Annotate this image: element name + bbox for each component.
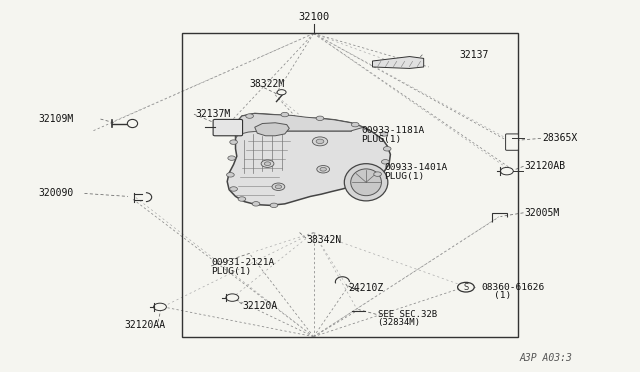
Circle shape <box>312 137 328 146</box>
Circle shape <box>154 303 166 311</box>
Text: 32120A: 32120A <box>242 301 277 311</box>
Circle shape <box>320 167 326 171</box>
Ellipse shape <box>127 119 138 128</box>
Circle shape <box>275 185 282 189</box>
Circle shape <box>270 203 278 208</box>
Text: SEE SEC.32B: SEE SEC.32B <box>378 310 436 319</box>
Circle shape <box>272 183 285 190</box>
Circle shape <box>264 162 271 166</box>
Text: 00931-2121A: 00931-2121A <box>211 258 275 267</box>
Circle shape <box>281 112 289 117</box>
Text: 32137: 32137 <box>460 50 489 60</box>
Circle shape <box>226 294 239 301</box>
Circle shape <box>238 197 246 201</box>
Circle shape <box>316 116 324 121</box>
Polygon shape <box>255 123 289 136</box>
Circle shape <box>351 122 359 127</box>
Text: 00933-1181A: 00933-1181A <box>362 126 425 135</box>
Circle shape <box>228 156 236 160</box>
Bar <box>182 33 518 337</box>
Circle shape <box>380 132 388 136</box>
Circle shape <box>316 139 324 144</box>
Text: 28365X: 28365X <box>543 134 578 143</box>
Text: 32109M: 32109M <box>38 114 74 124</box>
Text: (1): (1) <box>494 291 511 300</box>
Ellipse shape <box>344 164 388 201</box>
Circle shape <box>233 124 241 129</box>
Text: S: S <box>463 283 468 292</box>
Text: (32834M): (32834M) <box>378 318 420 327</box>
Text: 32137M: 32137M <box>195 109 230 119</box>
Text: A3P A03:3: A3P A03:3 <box>520 353 573 363</box>
Circle shape <box>230 140 237 144</box>
Text: 08360-61626: 08360-61626 <box>481 283 545 292</box>
FancyBboxPatch shape <box>506 134 518 150</box>
Text: PLUG(1): PLUG(1) <box>211 267 252 276</box>
Circle shape <box>500 167 513 175</box>
Circle shape <box>252 202 260 206</box>
Text: 320090: 320090 <box>38 189 74 198</box>
Text: 32005M: 32005M <box>525 208 560 218</box>
Circle shape <box>246 114 253 118</box>
Circle shape <box>381 160 389 164</box>
Circle shape <box>374 172 381 176</box>
Circle shape <box>317 166 330 173</box>
Text: 38322M: 38322M <box>250 80 285 89</box>
Text: 38342N: 38342N <box>306 235 341 245</box>
Text: 24210Z: 24210Z <box>349 283 384 293</box>
Text: 00933-1401A: 00933-1401A <box>384 163 447 172</box>
Polygon shape <box>236 113 364 138</box>
Text: PLUG(1): PLUG(1) <box>384 172 424 181</box>
Text: 32120AB: 32120AB <box>525 161 566 171</box>
Circle shape <box>261 160 274 167</box>
FancyBboxPatch shape <box>213 119 243 136</box>
Polygon shape <box>227 113 390 205</box>
Circle shape <box>230 187 237 191</box>
Circle shape <box>277 90 286 95</box>
Text: 32120AA: 32120AA <box>125 321 166 330</box>
Circle shape <box>383 147 391 151</box>
Text: 32100: 32100 <box>298 12 329 22</box>
Polygon shape <box>372 57 424 68</box>
Ellipse shape <box>351 169 381 196</box>
Text: PLUG(1): PLUG(1) <box>362 135 402 144</box>
Circle shape <box>227 173 234 177</box>
Circle shape <box>458 282 474 292</box>
